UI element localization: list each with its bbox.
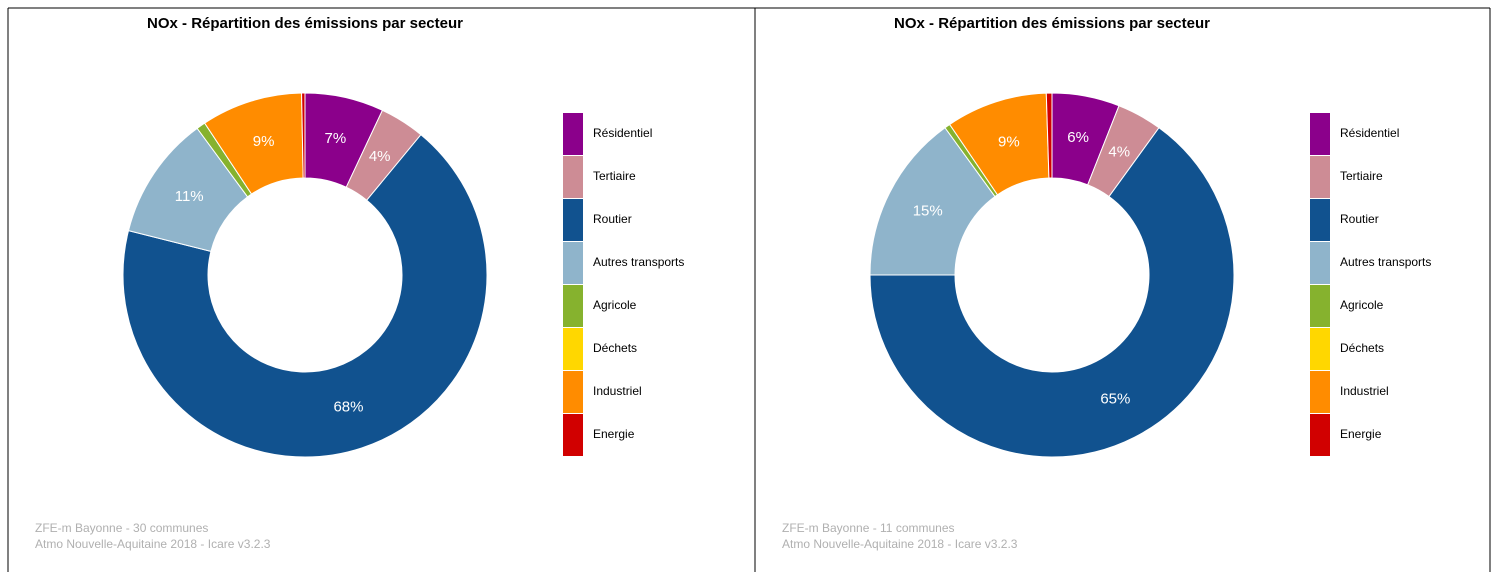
legend-label: Agricole	[593, 298, 637, 312]
chart: NOx - Répartition des émissions par sect…	[782, 15, 1431, 551]
legend-swatch	[563, 242, 583, 284]
chart-title: NOx - Répartition des émissions par sect…	[147, 15, 463, 32]
slice-label: 9%	[998, 133, 1020, 150]
footer-note: ZFE-m Bayonne - 30 communes	[35, 521, 208, 535]
legend-label: Energie	[593, 427, 635, 441]
chart: NOx - Répartition des émissions par sect…	[35, 15, 684, 551]
legend-label: Routier	[593, 212, 632, 226]
footer-note: Atmo Nouvelle-Aquitaine 2018 - Icare v3.…	[35, 537, 271, 551]
legend-swatch	[1310, 242, 1330, 284]
legend-label: Energie	[1340, 427, 1382, 441]
slice-label: 7%	[325, 130, 347, 147]
legend-swatch	[563, 285, 583, 327]
legend-label: Agricole	[1340, 298, 1384, 312]
legend-swatch	[1310, 113, 1330, 155]
legend-label: Industriel	[593, 384, 642, 398]
slice-label: 15%	[913, 203, 943, 220]
slice-label: 6%	[1067, 129, 1089, 146]
legend-swatch	[1310, 328, 1330, 370]
legend-swatch	[563, 199, 583, 241]
legend-label: Tertiaire	[1340, 169, 1383, 183]
legend-label: Tertiaire	[593, 169, 636, 183]
slice-label: 4%	[1108, 144, 1130, 161]
legend-label: Industriel	[1340, 384, 1389, 398]
legend-label: Résidentiel	[593, 126, 652, 140]
legend-swatch	[1310, 285, 1330, 327]
footer-note: ZFE-m Bayonne - 11 communes	[782, 521, 955, 535]
legend-label: Déchets	[1340, 341, 1384, 355]
slice-label: 65%	[1100, 390, 1130, 407]
slice	[1045, 92, 1053, 179]
legend-swatch	[1310, 199, 1330, 241]
slice	[122, 133, 488, 458]
legend-label: Autres transports	[593, 255, 684, 269]
slice-label: 9%	[253, 133, 275, 150]
legend-label: Routier	[1340, 212, 1379, 226]
footer-note: Atmo Nouvelle-Aquitaine 2018 - Icare v3.…	[782, 537, 1018, 551]
legend-swatch	[563, 156, 583, 198]
legend-swatch	[563, 371, 583, 413]
chart-title: NOx - Répartition des émissions par sect…	[894, 15, 1210, 32]
slice-label: 4%	[369, 148, 391, 165]
legend-swatch	[1310, 371, 1330, 413]
slice	[869, 127, 1235, 458]
legend-label: Résidentiel	[1340, 126, 1399, 140]
legend-label: Déchets	[593, 341, 637, 355]
legend-swatch	[563, 328, 583, 370]
slice	[301, 92, 306, 179]
legend-label: Autres transports	[1340, 255, 1431, 269]
legend-swatch	[1310, 156, 1330, 198]
slice-label: 11%	[175, 188, 204, 205]
slice-label: 68%	[333, 399, 363, 416]
legend-swatch	[1310, 414, 1330, 456]
legend-swatch	[563, 113, 583, 155]
legend-swatch	[563, 414, 583, 456]
